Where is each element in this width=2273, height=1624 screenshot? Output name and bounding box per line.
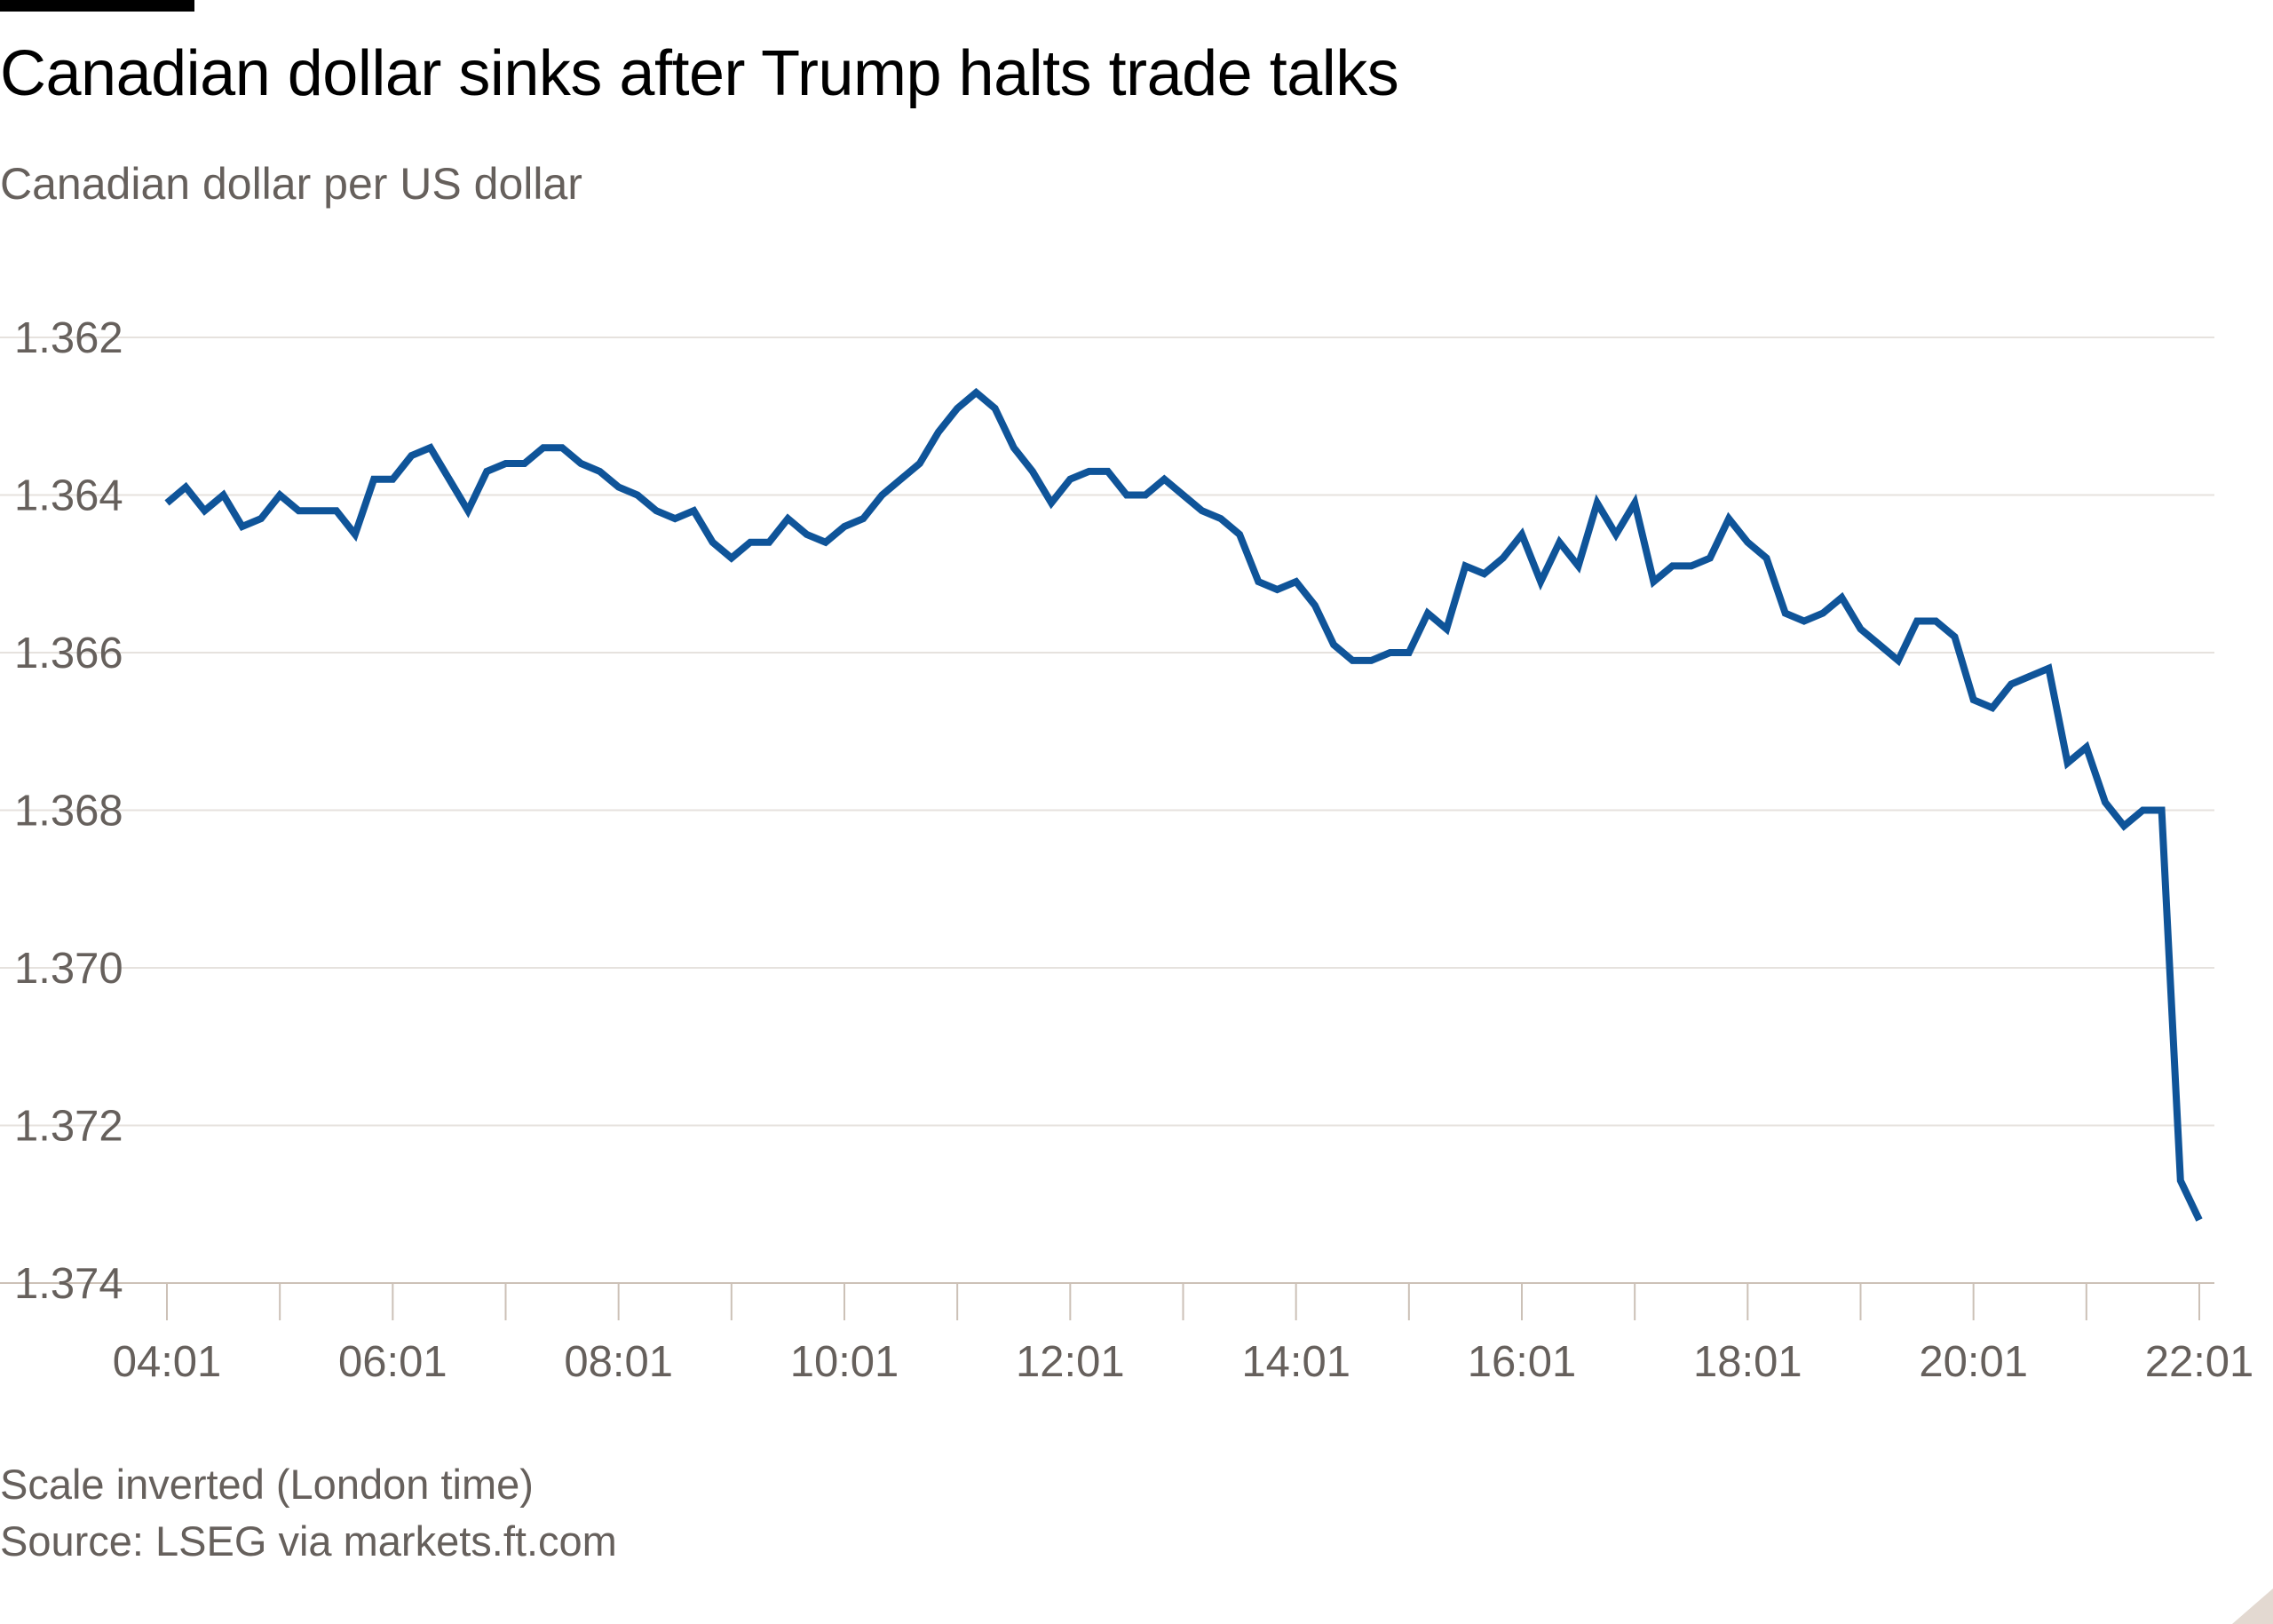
x-tick-label: 18:01	[1693, 1338, 1802, 1386]
corner-fold	[2232, 1588, 2273, 1624]
y-tick-label: 1.366	[14, 630, 123, 677]
x-tick-label: 22:01	[2145, 1338, 2254, 1386]
x-tick-label: 20:01	[1919, 1338, 2028, 1386]
y-tick-label: 1.368	[14, 788, 123, 836]
x-tick-label: 06:01	[338, 1338, 447, 1386]
ft-accent-bar	[0, 0, 194, 12]
x-tick-label: 12:01	[1016, 1338, 1125, 1386]
chart-title: Canadian dollar sinks after Trump halts …	[0, 38, 1399, 109]
x-tick-label: 10:01	[790, 1338, 899, 1386]
x-tick-label: 16:01	[1468, 1338, 1577, 1386]
y-tick-label: 1.364	[14, 472, 123, 520]
x-tick-label: 04:01	[113, 1338, 222, 1386]
x-tick-label: 14:01	[1241, 1338, 1350, 1386]
series-line-cad-per-usd	[164, 387, 2203, 1222]
y-tick-label: 1.372	[14, 1103, 123, 1151]
y-tick-label: 1.362	[14, 314, 123, 362]
y-tick-label: 1.370	[14, 945, 123, 993]
y-tick-label: 1.374	[14, 1260, 123, 1308]
chart-note: Scale inverted (London time)	[0, 1461, 534, 1508]
chart-source: Source: LSEG via markets.ft.com	[0, 1517, 617, 1565]
chart-subtitle: Canadian dollar per US dollar	[0, 159, 582, 209]
x-tick-label: 08:01	[564, 1338, 673, 1386]
